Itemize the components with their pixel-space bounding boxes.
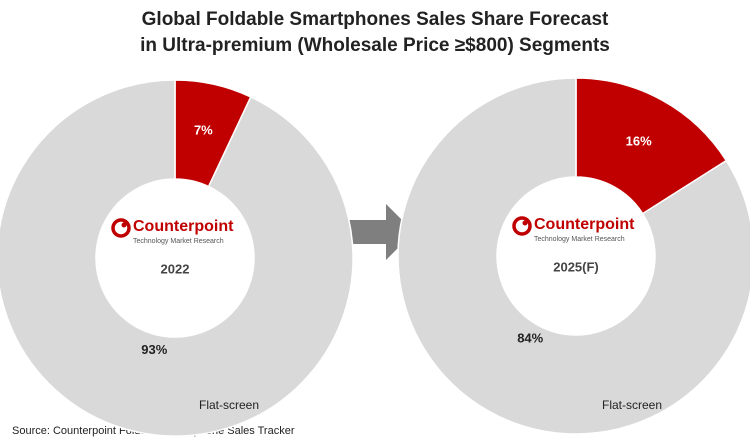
slice xyxy=(0,79,354,437)
value-label: 84% xyxy=(517,331,543,346)
center-label: 2022 xyxy=(161,261,190,276)
center-label: 2025(F) xyxy=(553,259,599,274)
arrow xyxy=(336,204,414,260)
logo-name: Counterpoint xyxy=(534,216,635,233)
slice xyxy=(575,77,728,215)
logo-tagline: Technology Market Research xyxy=(534,236,625,243)
title: in Ultra-premium (Wholesale Price ≥$800)… xyxy=(140,35,610,56)
value-label: 7% xyxy=(194,123,213,138)
legend-swatch xyxy=(585,400,596,411)
value-label: 16% xyxy=(626,134,652,149)
logo-icon xyxy=(512,216,532,236)
logo-icon xyxy=(522,220,528,226)
title: Global Foldable Smartphones Sales Share … xyxy=(142,9,609,30)
legend-label: Flat-screen xyxy=(199,398,259,412)
logo-tagline: Technology Market Research xyxy=(133,238,224,245)
slice xyxy=(397,77,750,435)
value-label: 93% xyxy=(141,342,167,357)
logo-name: Counterpoint xyxy=(133,218,234,235)
logo-icon xyxy=(111,218,131,238)
logo-icon xyxy=(121,222,127,228)
legend-swatch xyxy=(182,400,193,411)
legend-label: Flat-screen xyxy=(602,398,662,412)
